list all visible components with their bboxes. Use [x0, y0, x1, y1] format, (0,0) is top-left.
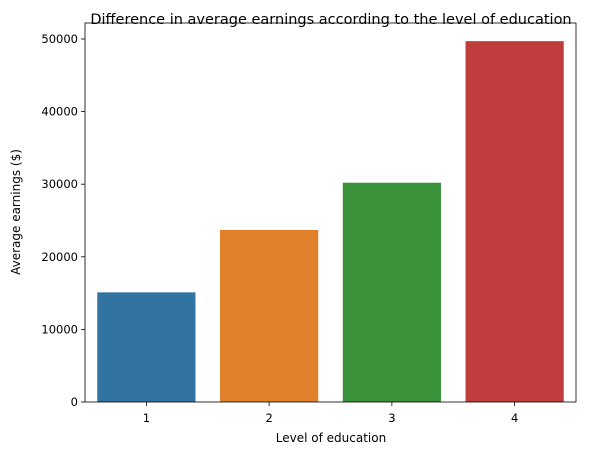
bars-group: [97, 41, 564, 403]
x-axis-label: Level of education: [276, 431, 386, 445]
bar-1: [97, 292, 196, 402]
y-tick-label-40000: 40000: [41, 105, 78, 119]
x-axis-ticks: 1 2 3 4: [143, 402, 518, 425]
x-tick-label-1: 1: [143, 411, 150, 425]
x-tick-label-2: 2: [265, 411, 272, 425]
x-tick-label-4: 4: [511, 411, 518, 425]
x-tick-label-3: 3: [388, 411, 395, 425]
y-tick-label-10000: 10000: [41, 322, 78, 336]
bar-3: [342, 182, 441, 402]
plot-frame: [84, 22, 577, 403]
y-tick-label-50000: 50000: [41, 32, 78, 46]
y-axis-label: Average earnings ($): [9, 149, 23, 275]
y-tick-label-0: 0: [71, 395, 78, 409]
bar-4: [465, 41, 564, 403]
bar-2: [220, 229, 319, 402]
y-tick-label-30000: 30000: [41, 177, 78, 191]
y-tick-label-20000: 20000: [41, 250, 78, 264]
chart-title: Difference in average earnings according…: [90, 12, 571, 28]
y-axis-ticks: 0 10000 20000 30000 40000 50000: [41, 32, 85, 409]
